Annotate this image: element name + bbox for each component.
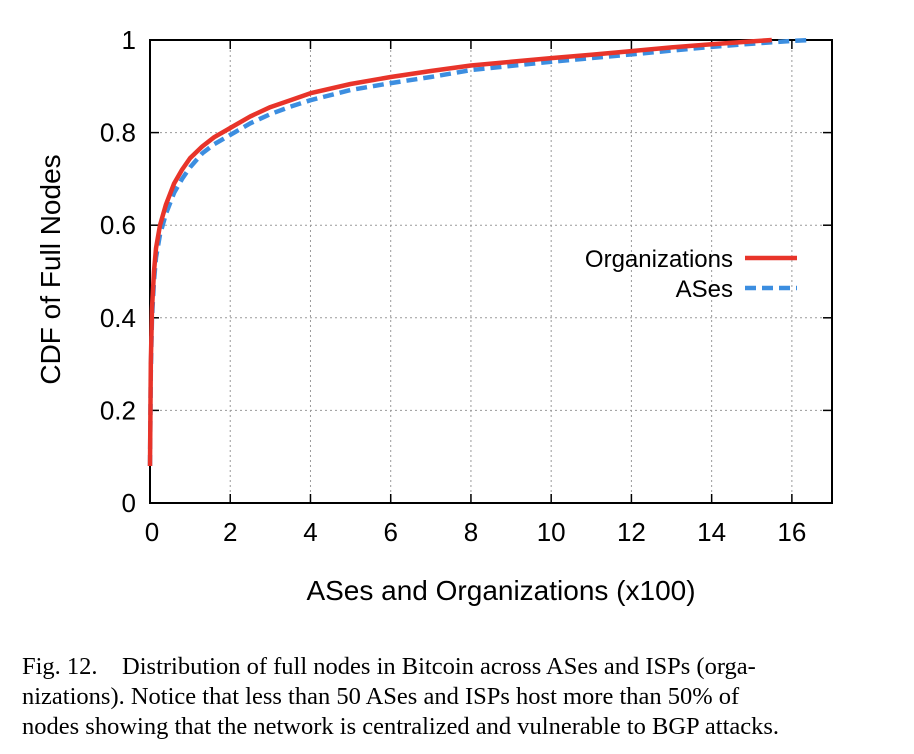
caption-line: Fig. 12. Distribution of full nodes in B… (22, 653, 756, 680)
figure-caption: Fig. 12. Distribution of full nodes in B… (22, 652, 894, 742)
x-axis-label: ASes and Organizations (x100) (306, 575, 695, 606)
y-tick-label: 0.8 (100, 118, 136, 148)
caption-line: nizations). Notice that less than 50 ASe… (22, 683, 740, 710)
x-tick-label: 12 (617, 517, 646, 547)
y-tick-label: 0.2 (100, 395, 136, 425)
x-tick-label: 0 (145, 517, 159, 547)
x-tick-label: 4 (303, 517, 317, 547)
axes: 0 2 4 6 8 10 12 14 16 0 0.2 0.4 0.6 0.8 1 (100, 25, 833, 547)
legend: Organizations ASes (585, 246, 797, 303)
series-line-organizations (147, 37, 772, 467)
y-tick-label: 0.4 (100, 303, 136, 333)
caption-line: nodes showing that the network is centra… (22, 713, 780, 740)
grid (150, 40, 832, 503)
cdf-chart: 0 2 4 6 8 10 12 14 16 0 0.2 0.4 0.6 0.8 1 Organization… (35, 25, 833, 606)
x-tick-label: 2 (223, 517, 237, 547)
x-tick-label: 6 (383, 517, 397, 547)
y-tick-label: 0 (122, 488, 136, 518)
legend-label: Organizations (585, 246, 733, 273)
y-axis-label: CDF of Full Nodes (35, 154, 66, 384)
y-tick-label: 0.6 (100, 210, 136, 240)
series (147, 37, 813, 467)
x-tick-label: 16 (777, 517, 806, 547)
plot-frame (149, 39, 833, 504)
x-tick-label: 8 (464, 517, 478, 547)
x-tick-label: 10 (537, 517, 566, 547)
y-tick-label: 1 (122, 25, 136, 55)
legend-label: ASes (676, 276, 733, 303)
x-tick-label: 14 (697, 517, 726, 547)
